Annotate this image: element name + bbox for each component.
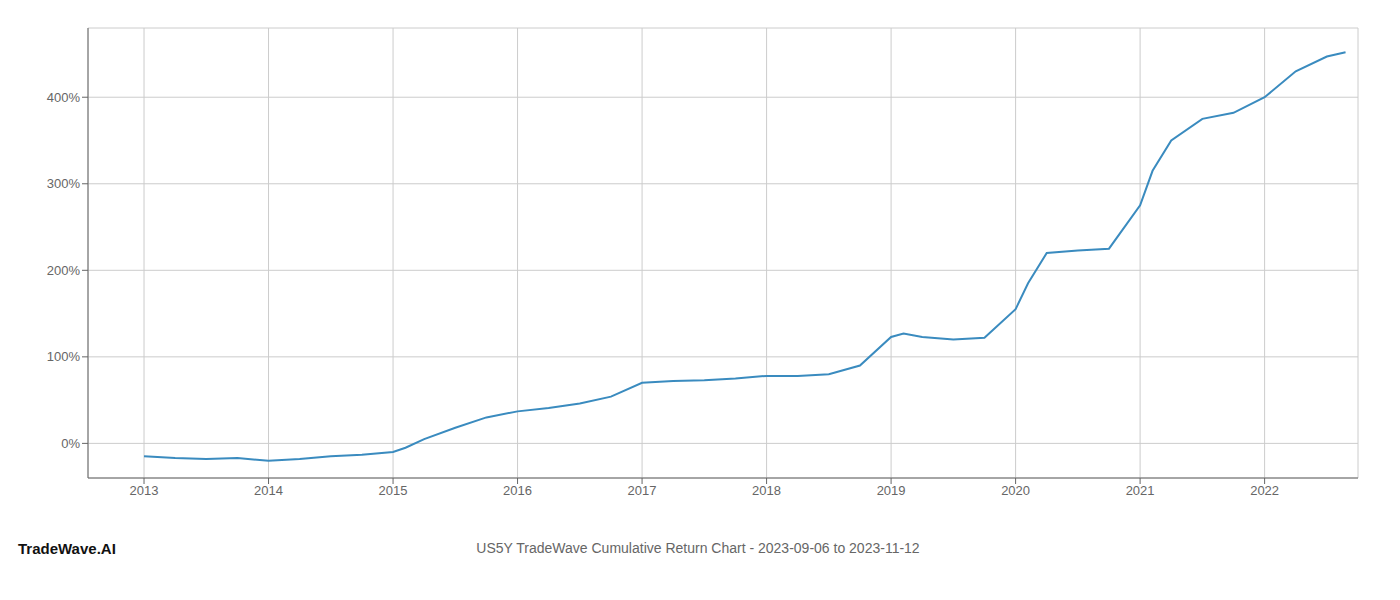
svg-text:400%: 400% xyxy=(47,90,81,105)
html-text:US5Y TradeWave Cumulative Retu: US5Y TradeWave Cumulative Return Chart -… xyxy=(476,540,920,556)
svg-text:100%: 100% xyxy=(47,349,81,364)
svg-text:2022: 2022 xyxy=(1250,483,1279,498)
svg-text:2014: 2014 xyxy=(254,483,283,498)
html-text:TradeWave.AI: TradeWave.AI xyxy=(18,539,116,557)
svg-text:2017: 2017 xyxy=(628,483,657,498)
svg-text:2013: 2013 xyxy=(130,483,159,498)
svg-text:2019: 2019 xyxy=(877,483,906,498)
svg-text:0%: 0% xyxy=(61,436,80,451)
svg-text:2021: 2021 xyxy=(1126,483,1155,498)
svg-text:2016: 2016 xyxy=(503,483,532,498)
svg-text:2015: 2015 xyxy=(379,483,408,498)
svg-text:300%: 300% xyxy=(47,176,81,191)
svg-text:200%: 200% xyxy=(47,263,81,278)
svg-text:2018: 2018 xyxy=(752,483,781,498)
svg-text:2020: 2020 xyxy=(1001,483,1030,498)
